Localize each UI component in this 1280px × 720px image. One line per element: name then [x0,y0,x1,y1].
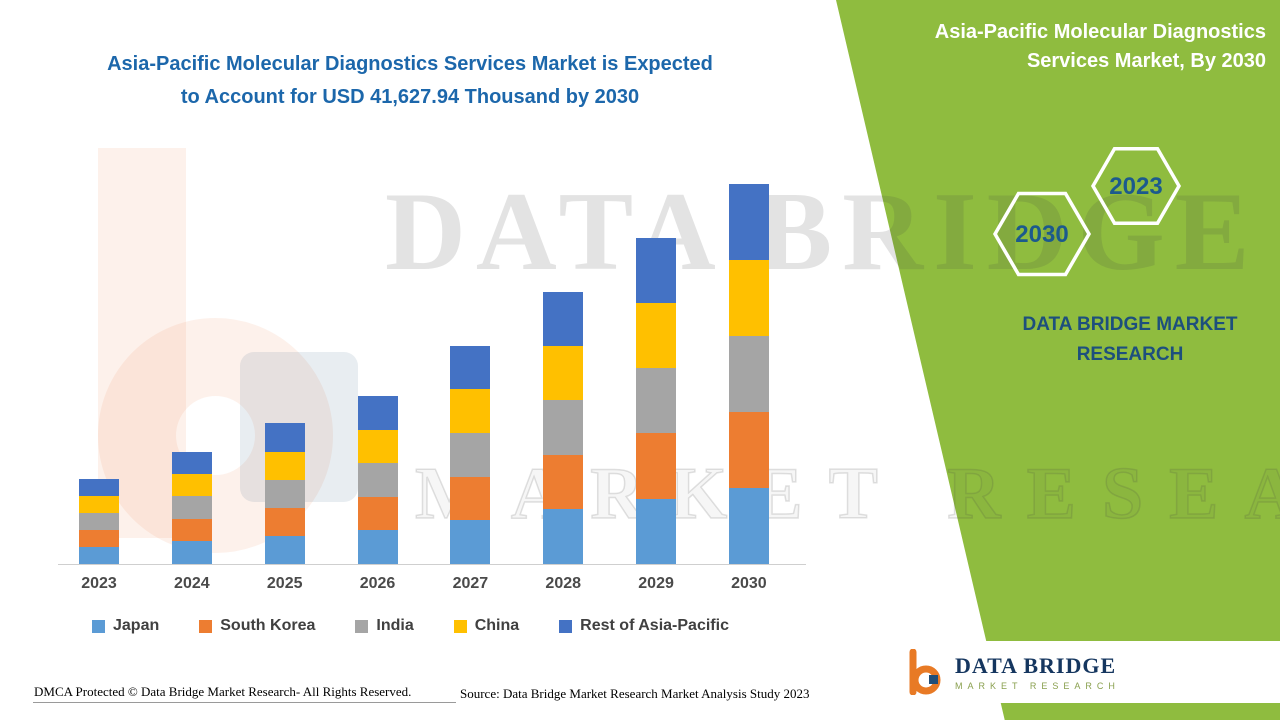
bar-segment-china-2026 [357,429,398,464]
bar-segment-south-korea-2029 [636,433,677,499]
bar-segment-japan-2029 [636,498,677,564]
bar-segment-japan-2023 [79,546,119,564]
bar-segment-south-korea-2025 [264,507,305,536]
x-axis-label-2030: 2030 [731,575,767,592]
bar-segment-japan-2024 [171,541,212,564]
brand-name: DATA BRIDGE MARKET RESEARCH [1000,310,1260,370]
dmca-notice: DMCA Protected © Data Bridge Market Rese… [34,684,412,699]
watermark-text-data-bridge: DATA BRIDGE [385,170,1260,294]
bar-2029 [636,237,677,564]
page-title-line1: Asia-Pacific Molecular Diagnostics Servi… [107,53,713,75]
bar-segment-rest-of-asia-pacific-2030 [728,184,769,261]
hexagon-2030-icon [992,191,1092,277]
data-bridge-b-icon [909,649,941,695]
legend-swatch-india [355,619,369,633]
bar-segment-china-2029 [636,302,677,369]
panel-title: Asia-Pacific Molecular Diagnostics Servi… [866,18,1266,76]
bar-2023 [79,479,119,564]
legend-label-india: India [376,617,414,634]
x-axis-label-2025: 2025 [266,575,303,592]
brand-name-line2: RESEARCH [1076,344,1184,365]
source-note: Source: Data Bridge Market Research Mark… [460,686,810,701]
legend-item-india: India [355,617,414,635]
legend-item-south-korea: South Korea [199,617,315,635]
hexagon-2030-label: 2030 [1015,221,1068,248]
x-axis-label-2023: 2023 [81,575,117,592]
bar-segment-japan-2028 [543,509,584,564]
bar-segment-india-2028 [543,400,584,455]
x-axis-line [58,564,806,565]
bar-segment-south-korea-2027 [450,476,491,521]
legend-label-rest-of-asia-pacific: Rest of Asia-Pacific [580,617,729,634]
chart-legend: Japan South Korea India China Rest of Asia-P… [92,617,729,635]
bar-2027 [450,345,491,564]
panel-title-line2: Services Market, By 2030 [1026,50,1266,72]
page-title: Asia-Pacific Molecular Diagnostics Servi… [60,48,760,114]
x-axis-labels: 2023 2024 2025 2026 2027 2028 2029 2030 [79,575,769,593]
legend-swatch-china [453,619,467,633]
bar-segment-china-2030 [728,260,769,337]
legend-swatch-south-korea [199,619,213,633]
bar-segment-india-2023 [79,512,119,530]
page-title-line2: to Account for USD 41,627.94 Thousand by… [180,86,640,108]
x-axis-label-2027: 2027 [452,575,489,592]
bar-2028 [543,291,584,564]
bar-segment-china-2023 [79,495,119,513]
panel-title-line1: Asia-Pacific Molecular Diagnostics [934,21,1266,43]
brand-logo-title: DATA BRIDGE [955,652,1117,678]
bar-segment-japan-2026 [357,530,398,564]
bar-segment-india-2024 [171,496,212,519]
brand-name-line1: DATA BRIDGE MARKET [1022,314,1238,335]
bar-segment-china-2027 [450,389,491,433]
x-axis-label-2028: 2028 [545,575,582,592]
x-axis-label-2026: 2026 [359,575,396,592]
hexagon-2023-label: 2023 [1109,173,1162,200]
bar-2030 [728,184,769,564]
bar-segment-japan-2030 [728,488,769,564]
hexagon-2023-icon [1090,147,1182,225]
bar-segment-south-korea-2030 [728,412,769,488]
legend-label-china: China [474,617,520,634]
bar-segment-china-2024 [171,474,212,497]
legend-item-china: China [453,617,520,635]
bar-segment-china-2028 [543,345,584,401]
bar-2024 [171,452,212,564]
brand-logo-box: DATA BRIDGE MARKET RESEARCH [875,641,1280,703]
bar-segment-rest-of-asia-pacific-2027 [450,345,491,390]
bar-segment-japan-2025 [264,535,305,564]
bar-segment-rest-of-asia-pacific-2026 [357,396,398,430]
footer-divider [33,702,456,703]
x-axis-label-2029: 2029 [638,575,674,592]
bar-segment-south-korea-2026 [357,496,398,531]
legend-swatch-rest-of-asia-pacific [559,619,573,633]
stacked-bar-chart [79,184,769,564]
bar-2025 [264,423,305,564]
brand-logo-text: DATA BRIDGE MARKET RESEARCH [955,652,1120,691]
bar-segment-china-2025 [264,451,305,480]
bar-segment-rest-of-asia-pacific-2028 [543,291,584,346]
bar-segment-rest-of-asia-pacific-2025 [264,423,305,452]
hexagon-badges: 2023 2030 [992,147,1182,277]
bar-segment-rest-of-asia-pacific-2029 [636,237,677,303]
bar-segment-india-2025 [264,479,305,508]
legend-label-japan: Japan [113,617,160,634]
bar-segment-india-2030 [728,336,769,412]
legend-swatch-japan [92,619,105,633]
bar-segment-japan-2027 [450,520,491,564]
brand-logo-subtitle: MARKET RESEARCH [955,680,1120,691]
bar-segment-south-korea-2028 [543,454,584,510]
bar-segment-rest-of-asia-pacific-2024 [171,452,212,475]
legend-label-south-korea: South Korea [220,617,316,634]
bar-segment-rest-of-asia-pacific-2023 [79,479,119,496]
bar-segment-south-korea-2024 [171,518,212,542]
bar-2026 [357,396,398,564]
x-axis-label-2024: 2024 [174,575,210,592]
bar-segment-india-2027 [450,432,491,477]
bar-segment-south-korea-2023 [79,529,119,547]
bar-segment-india-2026 [357,463,398,497]
bar-segment-india-2029 [636,368,677,434]
legend-item-rest-of-asia-pacific: Rest of Asia-Pacific [559,617,729,635]
legend-item-japan: Japan [92,617,159,635]
